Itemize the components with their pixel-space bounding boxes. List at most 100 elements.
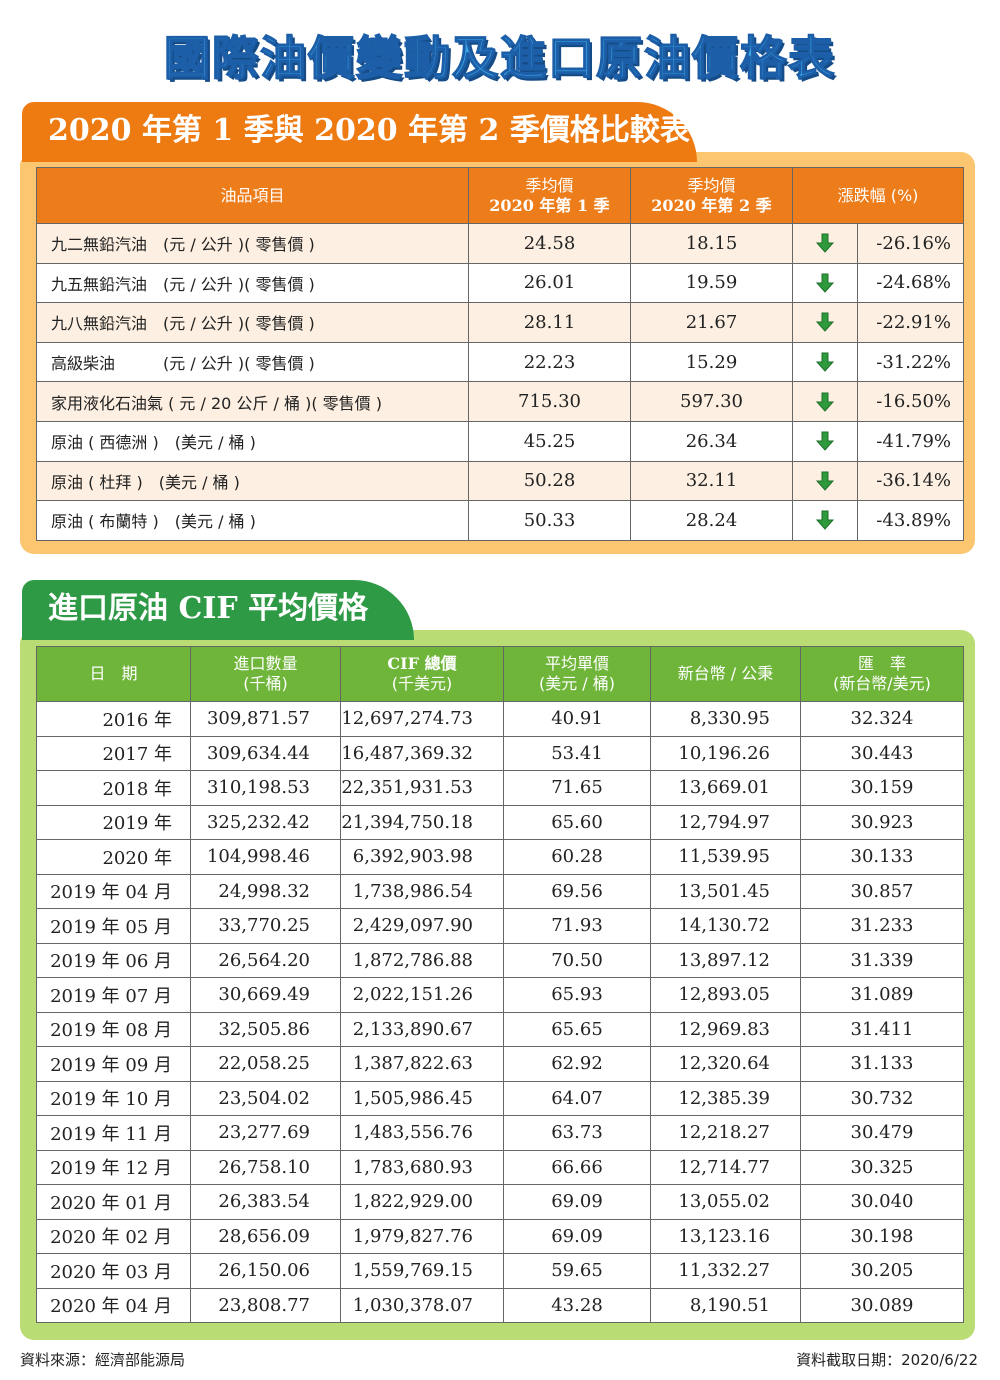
- avg-price-cell: 53.41: [503, 735, 651, 771]
- q1-cell: 50.33: [468, 500, 631, 541]
- qty-cell: 28,656.09: [190, 1218, 341, 1254]
- date-cell: 2019 年 06 月: [36, 942, 191, 978]
- table-row: 2020 年 04 月 23,808.77 1,030,378.07 43.28 8,1…: [36, 1287, 964, 1323]
- table-row: 原油 ( 西德洲 ) (美元 / 桶 ) 45.25 26.34 -41.79%: [36, 420, 964, 462]
- ntd-cell: 13,669.01: [650, 770, 801, 806]
- cif-cell: 21,394,750.18: [340, 804, 504, 840]
- q2-cell: 18.15: [630, 223, 793, 264]
- q2-cell: 28.24: [630, 500, 793, 541]
- header-q2-line1: 季均價: [687, 175, 736, 195]
- avg-price-cell: 70.50: [503, 942, 651, 978]
- cif-cell: 1,822,929.00: [340, 1184, 504, 1220]
- header-q2-line2: 2020 年第 2 季: [651, 195, 772, 215]
- qty-cell: 26,564.20: [190, 942, 341, 978]
- qty-cell: 23,277.69: [190, 1115, 341, 1151]
- q2-cell: 26.34: [630, 420, 793, 462]
- date-cell: 2020 年 01 月: [36, 1184, 191, 1220]
- q1-cell: 22.23: [468, 341, 631, 383]
- direction-cell: [792, 302, 858, 343]
- change-pct-cell: -31.22%: [857, 341, 964, 383]
- header-qty-line2: (千桶): [243, 674, 288, 693]
- change-pct-cell: -41.79%: [857, 420, 964, 462]
- avg-price-cell: 59.65: [503, 1253, 651, 1289]
- cif-cell: 16,487,369.32: [340, 735, 504, 771]
- q1-cell: 28.11: [468, 302, 631, 343]
- ntd-cell: 12,218.27: [650, 1115, 801, 1151]
- table-row: 高級柴油 (元 / 公升 )( 零售價 ) 22.23 15.29 -31.22%: [36, 341, 964, 383]
- ntd-cell: 10,196.26: [650, 735, 801, 771]
- direction-cell: [792, 460, 858, 502]
- qty-cell: 26,150.06: [190, 1253, 341, 1289]
- header-avg: 平均單價 (美元 / 桶): [503, 646, 651, 702]
- q2-cell: 19.59: [630, 262, 793, 304]
- rate-cell: 30.732: [800, 1080, 964, 1116]
- rate-cell: 32.324: [800, 701, 964, 737]
- avg-price-cell: 40.91: [503, 701, 651, 737]
- cif-cell: 12,697,274.73: [340, 701, 504, 737]
- cif-price-table: 日 期 進口數量 (千桶) CIF 總價 (千美元) 平均單價 (美元 / 桶)…: [36, 646, 964, 1323]
- direction-cell: [792, 223, 858, 264]
- cif-cell: 2,022,151.26: [340, 977, 504, 1013]
- qty-cell: 104,998.46: [190, 839, 341, 875]
- header-rate: 匯 率 (新台幣/美元): [800, 646, 964, 702]
- ntd-cell: 13,123.16: [650, 1218, 801, 1254]
- cif-cell: 2,429,097.90: [340, 908, 504, 944]
- date-cell: 2019 年 04 月: [36, 873, 191, 909]
- q2-cell: 32.11: [630, 460, 793, 502]
- ntd-cell: 12,385.39: [650, 1080, 801, 1116]
- price-comparison-table: 油品項目 季均價 2020 年第 1 季 季均價 2020 年第 2 季 漲跌幅…: [36, 167, 964, 541]
- footer-source: 資料來源：經濟部能源局: [20, 1351, 186, 1369]
- header-q1-line1: 季均價: [525, 175, 574, 195]
- date-cell: 2019 年: [36, 804, 191, 840]
- rate-cell: 30.198: [800, 1218, 964, 1254]
- price-comparison-heading: 2020 年第 1 季與 2020 年第 2 季價格比較表: [22, 102, 697, 162]
- q2-cell: 21.67: [630, 302, 793, 343]
- qty-cell: 32,505.86: [190, 1011, 341, 1047]
- down-arrow-icon: [815, 352, 835, 372]
- header-rate-line1: 匯 率: [857, 654, 906, 673]
- q2-cell: 15.29: [630, 341, 793, 383]
- table-row: 2019 年 11 月 23,277.69 1,483,556.76 63.73 12,…: [36, 1115, 964, 1151]
- qty-cell: 309,871.57: [190, 701, 341, 737]
- qty-cell: 310,198.53: [190, 770, 341, 806]
- table-row: 2020 年 03 月 26,150.06 1,559,769.15 59.65 11,…: [36, 1253, 964, 1289]
- cif-cell: 1,505,986.45: [340, 1080, 504, 1116]
- item-cell: 高級柴油 (元 / 公升 )( 零售價 ): [36, 341, 469, 383]
- change-pct-cell: -22.91%: [857, 302, 964, 343]
- header-change: 漲跌幅 (%): [792, 167, 964, 224]
- header-rate-line2: (新台幣/美元): [833, 674, 931, 693]
- rate-cell: 31.089: [800, 977, 964, 1013]
- date-cell: 2020 年 04 月: [36, 1287, 191, 1323]
- q1-cell: 24.58: [468, 223, 631, 264]
- table-row: 家用液化石油氣 ( 元 / 20 公斤 / 桶 )( 零售價 ) 715.30 59…: [36, 381, 964, 422]
- avg-price-cell: 62.92: [503, 1046, 651, 1082]
- q1-cell: 50.28: [468, 460, 631, 502]
- table-row: 2019 年 08 月 32,505.86 2,133,890.67 65.65 12,…: [36, 1011, 964, 1047]
- cif-cell: 2,133,890.67: [340, 1011, 504, 1047]
- date-cell: 2019 年 05 月: [36, 908, 191, 944]
- table-row: 九八無鉛汽油 (元 / 公升 )( 零售價 ) 28.11 21.67 -22.91%: [36, 302, 964, 343]
- q1-cell: 715.30: [468, 381, 631, 422]
- cif-cell: 1,559,769.15: [340, 1253, 504, 1289]
- ntd-cell: 8,330.95: [650, 701, 801, 737]
- item-cell: 原油 ( 西德洲 ) (美元 / 桶 ): [36, 420, 469, 462]
- table-row: 2019 年 10 月 23,504.02 1,505,986.45 64.07 12,…: [36, 1080, 964, 1116]
- direction-cell: [792, 500, 858, 541]
- date-cell: 2017 年: [36, 735, 191, 771]
- q1-cell: 26.01: [468, 262, 631, 304]
- rate-cell: 31.411: [800, 1011, 964, 1047]
- down-arrow-icon: [815, 392, 835, 412]
- table-row: 2016 年 309,871.57 12,697,274.73 40.91 8,330.…: [36, 701, 964, 737]
- qty-cell: 33,770.25: [190, 908, 341, 944]
- date-cell: 2018 年: [36, 770, 191, 806]
- header-q1-line2: 2020 年第 1 季: [489, 195, 610, 215]
- avg-price-cell: 71.65: [503, 770, 651, 806]
- avg-price-cell: 71.93: [503, 908, 651, 944]
- cif-cell: 1,030,378.07: [340, 1287, 504, 1323]
- table-row: 2019 年 06 月 26,564.20 1,872,786.88 70.50 13,…: [36, 942, 964, 978]
- table-row: 2020 年 104,998.46 6,392,903.98 60.28 11,539.…: [36, 839, 964, 875]
- ntd-cell: 12,714.77: [650, 1149, 801, 1185]
- item-cell: 九二無鉛汽油 (元 / 公升 )( 零售價 ): [36, 223, 469, 264]
- rate-cell: 30.040: [800, 1184, 964, 1220]
- table-row: 2019 年 07 月 30,669.49 2,022,151.26 65.93 12,…: [36, 977, 964, 1013]
